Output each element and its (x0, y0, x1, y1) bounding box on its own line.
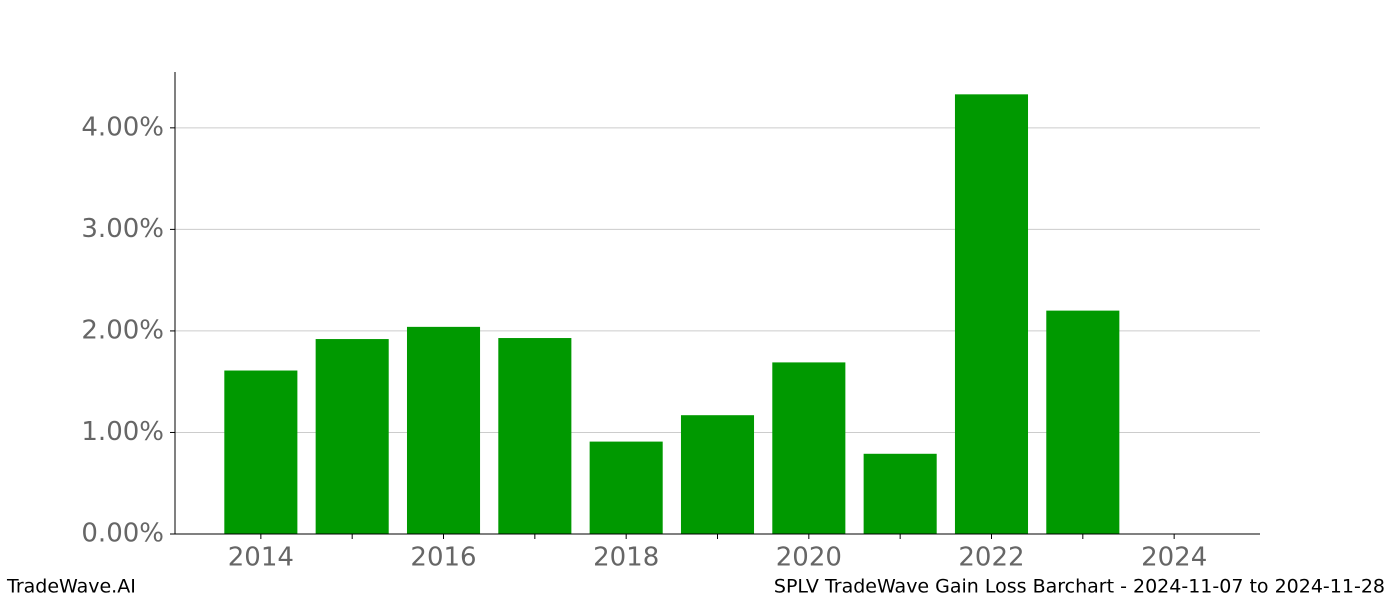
watermark: TradeWave.AI (6, 576, 136, 598)
x-tick-label: 2018 (593, 543, 659, 573)
bar (589, 441, 663, 534)
x-tick-label: 2016 (410, 543, 476, 573)
bar (224, 370, 298, 534)
bar (863, 453, 937, 534)
y-tick-label: 4.00% (81, 112, 164, 142)
y-tick-label: 1.00% (81, 417, 164, 447)
x-tick-label: 2024 (1141, 543, 1207, 573)
y-tick-label: 0.00% (81, 519, 164, 549)
bar (680, 415, 755, 534)
x-tick-label: 2022 (958, 543, 1024, 573)
y-tick-label: 2.00% (81, 315, 164, 345)
bar (954, 94, 1029, 534)
bar (1046, 310, 1120, 534)
chart-title: SPLV TradeWave Gain Loss Barchart - 2024… (774, 576, 1385, 598)
bar (498, 338, 572, 534)
x-tick-label: 2020 (776, 543, 842, 573)
y-tick-label: 3.00% (81, 214, 164, 244)
bar (315, 339, 389, 534)
x-tick-label: 2014 (228, 543, 294, 573)
bar (772, 362, 846, 534)
bar (406, 326, 481, 534)
